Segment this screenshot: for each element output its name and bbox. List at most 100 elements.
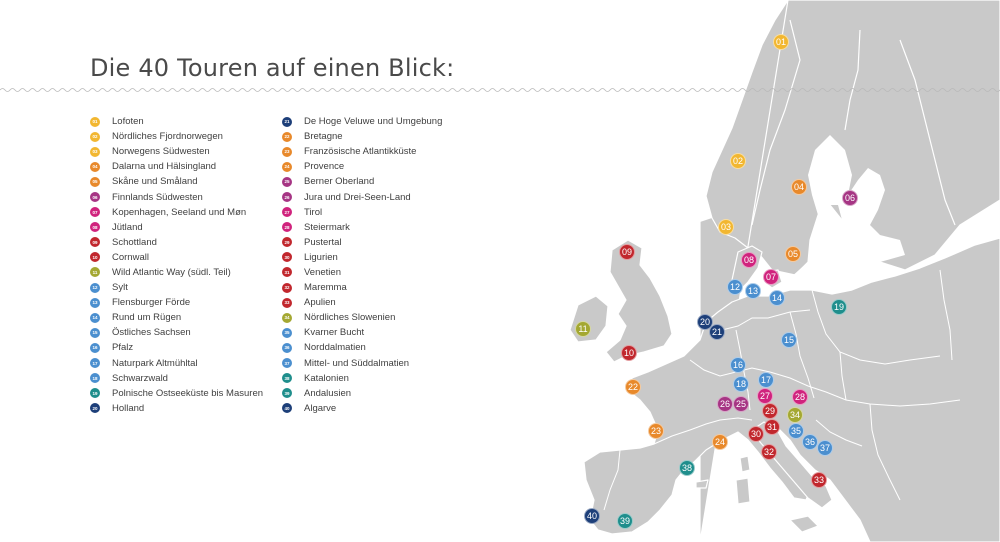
legend-dot: 04	[90, 161, 100, 172]
legend-dot: 36	[282, 342, 292, 353]
legend-dot: 05	[90, 176, 100, 187]
legend-dot: 29	[282, 237, 292, 248]
map-marker-06[interactable]: 06	[842, 190, 858, 206]
map-marker-05[interactable]: 05	[785, 246, 801, 262]
map-marker-14[interactable]: 14	[769, 290, 785, 306]
legend-item-16: 16 Pfalz	[90, 340, 263, 355]
map-marker-02[interactable]: 02	[730, 153, 746, 169]
map-marker-28[interactable]: 28	[792, 389, 808, 405]
legend-label: Cornwall	[112, 251, 149, 263]
legend-item-34: 34 Nördliches Slowenien	[282, 310, 442, 325]
legend-dot: 38	[282, 373, 292, 384]
legend-dot: 13	[90, 297, 100, 308]
map-marker-04[interactable]: 04	[791, 179, 807, 195]
page-title: Die 40 Touren auf einen Blick:	[90, 54, 455, 82]
map-marker-30[interactable]: 30	[748, 426, 764, 442]
map-marker-15[interactable]: 15	[781, 332, 797, 348]
legend-dot: 12	[90, 282, 100, 293]
map-marker-27[interactable]: 27	[757, 388, 773, 404]
legend-item-13: 13 Flensburger Förde	[90, 295, 263, 310]
legend-item-32: 32 Maremma	[282, 280, 442, 295]
legend-label: Kopenhagen, Seeland und Møn	[112, 206, 247, 218]
legend-dot: 17	[90, 358, 100, 369]
legend-dot: 24	[282, 161, 292, 172]
legend-item-33: 33 Apulien	[282, 295, 442, 310]
legend-item-01: 01 Lofoten	[90, 114, 263, 129]
legend-label: Apulien	[304, 297, 336, 309]
map-marker-31[interactable]: 31	[764, 419, 780, 435]
legend-dot: 37	[282, 358, 292, 369]
map-marker-17[interactable]: 17	[758, 372, 774, 388]
map-marker-09[interactable]: 09	[619, 244, 635, 260]
map-marker-39[interactable]: 39	[617, 513, 633, 529]
legend-item-14: 14 Rund um Rügen	[90, 310, 263, 325]
legend-label: Norddalmatien	[304, 342, 366, 354]
legend-item-02: 02 Nördliches Fjordnorwegen	[90, 129, 263, 144]
map-marker-08[interactable]: 08	[741, 252, 757, 268]
legend-item-03: 03 Norwegens Südwesten	[90, 144, 263, 159]
legend-dot: 39	[282, 388, 292, 399]
map-marker-21[interactable]: 21	[709, 324, 725, 340]
map-marker-26[interactable]: 26	[717, 396, 733, 412]
legend-label: Berner Oberland	[304, 176, 375, 188]
legend-item-22: 22 Bretagne	[282, 129, 442, 144]
legend-label: Flensburger Förde	[112, 297, 191, 309]
legend-label: Algarve	[304, 402, 337, 414]
map-marker-24[interactable]: 24	[712, 434, 728, 450]
legend-item-37: 37 Mittel- und Süddalmatien	[282, 356, 442, 371]
legend-item-18: 18 Schwarzwald	[90, 371, 263, 386]
legend-label: Bretagne	[304, 131, 343, 143]
map-marker-38[interactable]: 38	[679, 460, 695, 476]
legend-item-24: 24 Provence	[282, 159, 442, 174]
legend-label: Naturpark Altmühltal	[112, 357, 198, 369]
map-marker-16[interactable]: 16	[730, 357, 746, 373]
italy-landmass	[751, 421, 833, 509]
legend-item-26: 26 Jura und Drei-Seen-Land	[282, 189, 442, 204]
map-marker-22[interactable]: 22	[625, 379, 641, 395]
legend-item-35: 35 Kvarner Bucht	[282, 325, 442, 340]
map-marker-11[interactable]: 11	[575, 321, 591, 337]
map-marker-23[interactable]: 23	[648, 423, 664, 439]
legend-label: Tirol	[304, 206, 323, 218]
legend-label: Polnische Ostseeküste bis Masuren	[112, 387, 264, 399]
map-marker-01[interactable]: 01	[773, 34, 789, 50]
map-marker-10[interactable]: 10	[621, 345, 637, 361]
map-marker-18[interactable]: 18	[733, 376, 749, 392]
legend-item-36: 36 Norddalmatien	[282, 340, 442, 355]
legend-label: Sylt	[112, 282, 128, 294]
map-marker-07[interactable]: 07	[763, 269, 779, 285]
legend-label: Nördliches Slowenien	[304, 312, 396, 324]
legend-dot: 35	[282, 327, 292, 338]
map-marker-12[interactable]: 12	[727, 279, 743, 295]
sweden-finland-border	[844, 29, 861, 131]
legend-dot: 07	[90, 207, 100, 218]
legend-label: Dalarna und Hälsingland	[112, 161, 217, 173]
legend-label: Katalonien	[304, 372, 349, 384]
legend-label: Skåne und Småland	[112, 176, 198, 188]
legend-item-04: 04 Dalarna und Hälsingland	[90, 159, 263, 174]
map-marker-33[interactable]: 33	[811, 472, 827, 488]
legend-item-23: 23 Französische Atlantikküste	[282, 144, 442, 159]
map-marker-35[interactable]: 35	[788, 423, 804, 439]
map-marker-19[interactable]: 19	[831, 299, 847, 315]
map-marker-36[interactable]: 36	[802, 434, 818, 450]
map-marker-13[interactable]: 13	[745, 283, 761, 299]
map-marker-32[interactable]: 32	[761, 444, 777, 460]
map-marker-03[interactable]: 03	[718, 219, 734, 235]
legend-dot: 09	[90, 237, 100, 248]
map-marker-20[interactable]: 20	[697, 314, 713, 330]
map-marker-25[interactable]: 25	[733, 396, 749, 412]
great-britain-landmass	[605, 239, 673, 363]
map-marker-40[interactable]: 40	[584, 508, 600, 524]
map-marker-34[interactable]: 34	[787, 407, 803, 423]
legend-item-11: 11 Wild Atlantic Way (südl. Teil)	[90, 265, 263, 280]
legend-dot: 06	[90, 192, 100, 203]
legend-item-20: 20 Holland	[90, 401, 263, 416]
legend-item-29: 29 Pustertal	[282, 235, 442, 250]
legend-dot: 21	[282, 116, 292, 127]
legend-label: Mittel- und Süddalmatien	[304, 357, 410, 369]
map-marker-37[interactable]: 37	[817, 440, 833, 456]
legend-label: Pustertal	[304, 236, 342, 248]
map-marker-29[interactable]: 29	[762, 403, 778, 419]
legend-label: Östliches Sachsen	[112, 327, 191, 339]
